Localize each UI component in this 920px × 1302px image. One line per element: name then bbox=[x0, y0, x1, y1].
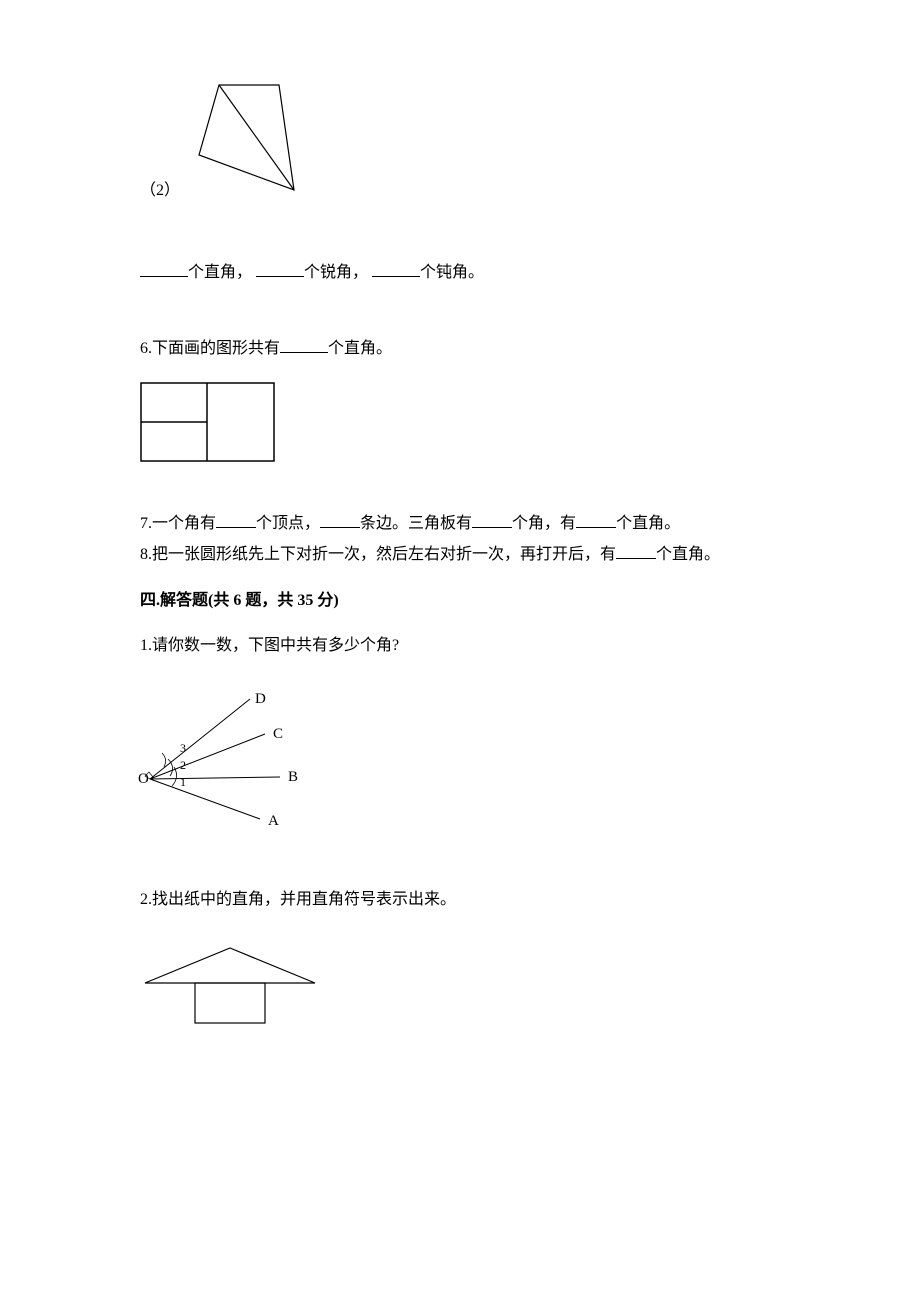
blank-q7-3[interactable] bbox=[472, 510, 512, 528]
angle-fan-diagram: DCBAO321 bbox=[140, 689, 310, 839]
blank-right-angle[interactable] bbox=[140, 259, 188, 277]
blank-q7-1[interactable] bbox=[216, 510, 256, 528]
q5-2-label: （2） bbox=[140, 178, 180, 204]
svg-text:2: 2 bbox=[180, 758, 186, 772]
question-7: 7.一个角有个顶点，条边。三角板有个角，有个直角。 bbox=[140, 510, 780, 537]
quadrilateral-diagram bbox=[194, 80, 314, 200]
q6-figure bbox=[140, 382, 780, 471]
q5-2-blanks-line: 个直角， 个锐角， 个钝角。 bbox=[140, 259, 780, 286]
svg-text:3: 3 bbox=[180, 741, 186, 755]
blank-acute-angle[interactable] bbox=[256, 259, 304, 277]
q6-text-post: 个直角。 bbox=[328, 340, 392, 357]
svg-text:A: A bbox=[268, 813, 279, 829]
blank-q7-4[interactable] bbox=[576, 510, 616, 528]
blank-q7-2[interactable] bbox=[320, 510, 360, 528]
solve-q1-text: 1.请你数一数，下图中共有多少个角? bbox=[140, 633, 780, 659]
svg-text:C: C bbox=[273, 726, 283, 742]
blank-obtuse-angle[interactable] bbox=[372, 259, 420, 277]
svg-text:B: B bbox=[288, 769, 298, 785]
svg-text:D: D bbox=[255, 691, 266, 707]
blank-q6[interactable] bbox=[280, 335, 328, 353]
solve-q1-figure: DCBAO321 bbox=[140, 689, 780, 848]
arrow-house-diagram bbox=[140, 943, 320, 1033]
q5-2-figure bbox=[194, 80, 314, 209]
solve-q2-figure bbox=[140, 943, 780, 1042]
solve-q2-text: 2.找出纸中的直角，并用直角符号表示出来。 bbox=[140, 887, 780, 913]
q6-text-pre: 6.下面画的图形共有 bbox=[140, 340, 280, 357]
rect-grid-diagram bbox=[140, 382, 275, 462]
question-5-2: （2） 个直角， 个锐角， 个钝角。 bbox=[140, 80, 780, 285]
blank-q8[interactable] bbox=[616, 541, 656, 559]
question-8: 8.把一张圆形纸先上下对折一次，然后左右对折一次，再打开后，有个直角。 bbox=[140, 541, 780, 568]
section-4-heading: 四.解答题(共 6 题，共 35 分) bbox=[140, 588, 780, 614]
svg-text:1: 1 bbox=[180, 775, 186, 789]
question-6: 6.下面画的图形共有 个直角。 bbox=[140, 335, 780, 362]
